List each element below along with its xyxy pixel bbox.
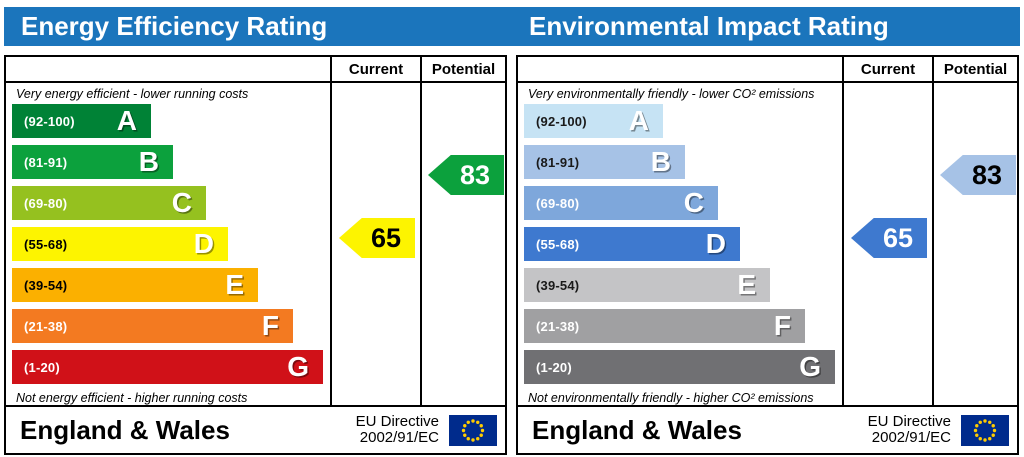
potential-column-header: Potential xyxy=(431,60,496,78)
current-column-header: Current xyxy=(844,57,934,81)
band-letter: C xyxy=(683,187,704,218)
band-letter: D xyxy=(705,228,726,259)
band-d: (55-68) D xyxy=(524,227,740,261)
band-range: (55-68) xyxy=(24,236,68,252)
band-c: (69-80) C xyxy=(524,186,718,220)
current-rating-arrow: 65 xyxy=(339,218,415,258)
band-b: (81-91) B xyxy=(12,145,173,179)
rating-bands: Very environmentally friendly - lower CO… xyxy=(518,83,844,405)
current-column-header: Current xyxy=(332,57,422,81)
rating-bands: Very energy efficient - lower running co… xyxy=(6,83,332,405)
band-f: (21-38) F xyxy=(524,309,805,343)
top-note: Very environmentally friendly - lower CO… xyxy=(528,86,815,101)
potential-rating-arrow: 83 xyxy=(428,155,504,195)
bands-header-cell xyxy=(6,57,332,81)
band-letter: F xyxy=(261,310,279,341)
band-range: (92-100) xyxy=(536,113,587,129)
energy-chart-title: Energy Efficiency Rating xyxy=(21,11,328,41)
band-a: (92-100) A xyxy=(12,104,151,138)
region-label: England & Wales xyxy=(532,414,742,445)
band-range: (81-91) xyxy=(24,154,68,170)
band-letter: B xyxy=(650,146,671,177)
band-range: (21-38) xyxy=(536,318,580,334)
band-letter: D xyxy=(193,228,214,259)
bottom-note: Not energy efficient - higher running co… xyxy=(16,391,248,405)
band-b: (81-91) B xyxy=(524,145,685,179)
band-letter: F xyxy=(773,310,791,341)
band-range: (39-54) xyxy=(24,277,68,293)
band-letter: C xyxy=(171,187,192,218)
band-range: (69-80) xyxy=(536,195,580,211)
band-f: (21-38) F xyxy=(12,309,293,343)
band-letter: A xyxy=(116,105,137,136)
chart-footer: England & Wales EU Directive 2002/91/EC xyxy=(6,407,505,453)
band-range: (81-91) xyxy=(536,154,580,170)
band-a: (92-100) A xyxy=(524,104,663,138)
eu-directive-label: EU Directive 2002/91/EC xyxy=(355,412,439,447)
band-g: (1-20) G xyxy=(524,350,835,384)
band-d: (55-68) D xyxy=(12,227,228,261)
band-letter: G xyxy=(287,351,309,382)
band-range: (92-100) xyxy=(24,113,75,129)
eu-directive-label: EU Directive 2002/91/EC xyxy=(867,412,951,447)
current-rating-value: 65 xyxy=(882,222,914,253)
band-range: (39-54) xyxy=(536,277,580,293)
eu-flag-icon xyxy=(961,414,1009,446)
charts-container: Current Potential Very energy efficient … xyxy=(4,55,1019,455)
potential-rating-value: 83 xyxy=(459,159,491,190)
eu-directive-line2: 2002/91/EC xyxy=(359,429,439,446)
eu-directive-line1: EU Directive xyxy=(355,412,439,430)
potential-column: 83 xyxy=(422,83,505,405)
chart-body: Very energy efficient - lower running co… xyxy=(6,83,505,407)
header-bar: Energy Efficiency Rating Environmental I… xyxy=(4,7,1020,46)
band-range: (21-38) xyxy=(24,318,68,334)
potential-rating-arrow: 83 xyxy=(940,155,1016,195)
band-range: (55-68) xyxy=(536,236,580,252)
eu-flag-icon xyxy=(449,414,497,446)
band-range: (1-20) xyxy=(536,359,572,375)
chart-footer: England & Wales EU Directive 2002/91/EC xyxy=(518,407,1017,453)
band-letter: E xyxy=(225,269,244,300)
current-column: 65 xyxy=(332,83,422,405)
band-letter: B xyxy=(138,146,159,177)
band-g: (1-20) G xyxy=(12,350,323,384)
current-rating-arrow: 65 xyxy=(851,218,927,258)
bands-header-cell xyxy=(518,57,844,81)
column-header-row: Current Potential xyxy=(6,57,505,83)
band-letter: E xyxy=(737,269,756,300)
band-letter: G xyxy=(799,351,821,382)
environmental-impact-chart: Current Potential Very environmentally f… xyxy=(516,55,1019,455)
band-e: (39-54) E xyxy=(524,268,770,302)
chart-body: Very environmentally friendly - lower CO… xyxy=(518,83,1017,407)
region-label: England & Wales xyxy=(20,414,230,445)
column-header-row: Current Potential xyxy=(518,57,1017,83)
potential-rating-value: 83 xyxy=(971,159,1003,190)
bottom-note: Not environmentally friendly - higher CO… xyxy=(528,391,814,405)
environmental-chart-title: Environmental Impact Rating xyxy=(529,11,889,41)
eu-directive-line2: 2002/91/EC xyxy=(871,429,951,446)
eu-directive-line1: EU Directive xyxy=(867,412,951,430)
band-c: (69-80) C xyxy=(12,186,206,220)
top-note: Very energy efficient - lower running co… xyxy=(16,86,249,101)
energy-efficiency-chart: Current Potential Very energy efficient … xyxy=(4,55,507,455)
band-range: (1-20) xyxy=(24,359,60,375)
band-letter: A xyxy=(628,105,649,136)
band-range: (69-80) xyxy=(24,195,68,211)
potential-column-header: Potential xyxy=(943,60,1008,78)
band-e: (39-54) E xyxy=(12,268,258,302)
current-column: 65 xyxy=(844,83,934,405)
current-rating-value: 65 xyxy=(370,222,402,253)
potential-column: 83 xyxy=(934,83,1017,405)
